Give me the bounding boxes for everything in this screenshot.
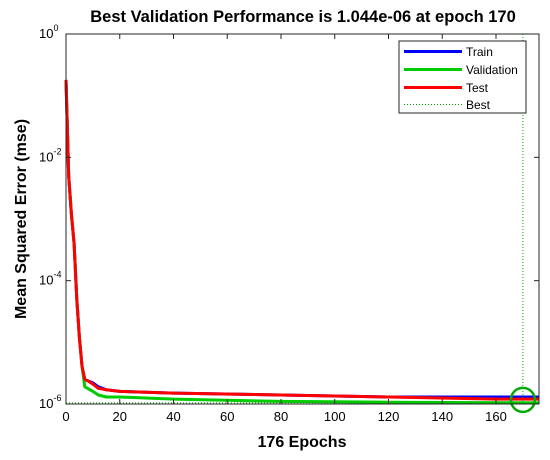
best-layer [66, 34, 539, 414]
y-tick-label: 10-6 [39, 393, 61, 411]
x-axis-label: 176 Epochs [258, 434, 347, 451]
x-tick-label: 140 [431, 409, 453, 424]
chart-title: Best Validation Performance is 1.044e-06… [90, 8, 516, 26]
x-tick-label: 20 [113, 409, 127, 424]
y-axis: 10-6 10-4 10-2 100 [39, 23, 539, 411]
y-tick-label: 10-2 [39, 146, 61, 164]
y-tick-label: 10-4 [39, 270, 61, 288]
x-tick-label: 100 [324, 409, 346, 424]
x-tick-label: 40 [166, 409, 180, 424]
series-layer [64, 79, 540, 405]
legend-label-best: Best [466, 98, 491, 112]
legend-label-validation: Validation [466, 63, 518, 77]
x-tick-label: 60 [220, 409, 234, 424]
best-marker-circle [509, 386, 537, 414]
x-tick-label: 80 [274, 409, 288, 424]
series-line-test [64, 79, 539, 401]
y-axis-label: Mean Squared Error (mse) [13, 119, 30, 319]
legend-label-test: Test [466, 81, 489, 95]
axes-box [65, 33, 540, 405]
legend: Train Validation Test Best [398, 40, 527, 114]
x-tick-label: 160 [485, 409, 507, 424]
y-tick-label: 100 [39, 23, 58, 41]
x-tick-label: 0 [62, 409, 69, 424]
x-tick-label: 120 [378, 409, 400, 424]
legend-label-train: Train [466, 45, 493, 59]
x-axis: 0 20 40 60 80 100 120 140 160 [62, 34, 507, 424]
